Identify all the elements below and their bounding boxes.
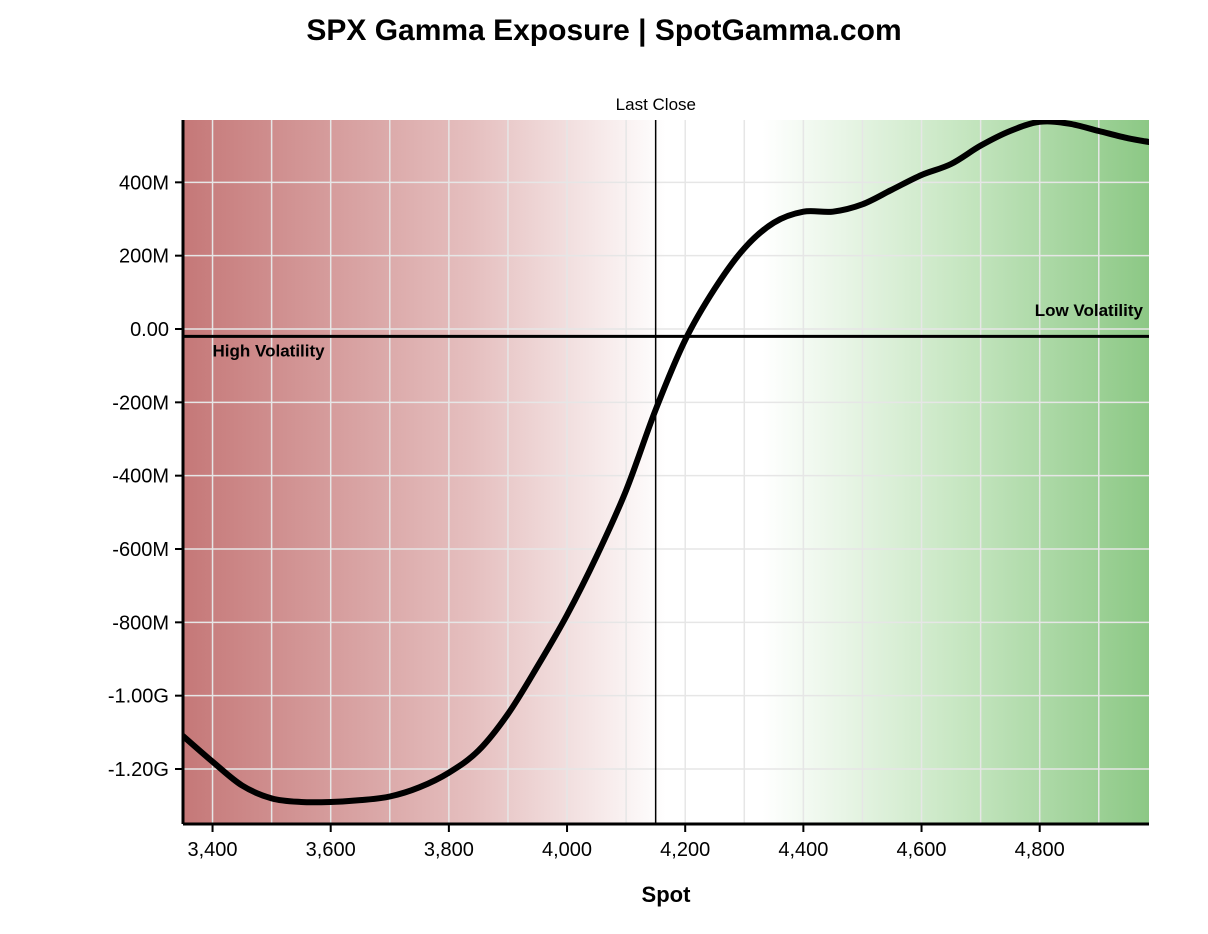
x-axis-label: Spot [642, 882, 692, 907]
high-volatility-label: High Volatility [213, 342, 326, 361]
y-axis-ticks: -1.20G -1.00G -800M -600M -400M -200M 0.00 200M… [108, 172, 183, 781]
last-close-label: Last Close [616, 95, 696, 114]
y-tick-label: 200M [119, 246, 169, 268]
y-tick-label: -1.20G [108, 759, 169, 781]
low-volatility-label: Low Volatility [1035, 301, 1144, 320]
gamma-exposure-chart: 3,400 3,600 3,800 4,000 4,200 4,400 4,600 4,800… [0, 0, 1208, 934]
y-tick-label: 0.00 [130, 319, 169, 341]
plot-background [183, 120, 1149, 824]
y-tick-label: -1.00G [108, 686, 169, 708]
x-axis-ticks: 3,400 3,600 3,800 4,000 4,200 4,400 4,600 4,800 [188, 824, 1065, 861]
chart-title: SPX Gamma Exposure | SpotGamma.com [0, 14, 1208, 48]
x-tick-label: 3,800 [424, 839, 474, 861]
y-tick-label: -800M [112, 612, 169, 634]
x-tick-label: 3,400 [188, 839, 238, 861]
x-tick-label: 4,800 [1015, 839, 1065, 861]
y-tick-label: -200M [112, 392, 169, 414]
x-tick-label: 4,400 [778, 839, 828, 861]
x-tick-label: 4,200 [660, 839, 710, 861]
x-tick-label: 4,600 [897, 839, 947, 861]
x-tick-label: 4,000 [542, 839, 592, 861]
y-tick-label: -400M [112, 466, 169, 488]
y-tick-label: 400M [119, 172, 169, 194]
x-tick-label: 3,600 [306, 839, 356, 861]
y-tick-label: -600M [112, 539, 169, 561]
